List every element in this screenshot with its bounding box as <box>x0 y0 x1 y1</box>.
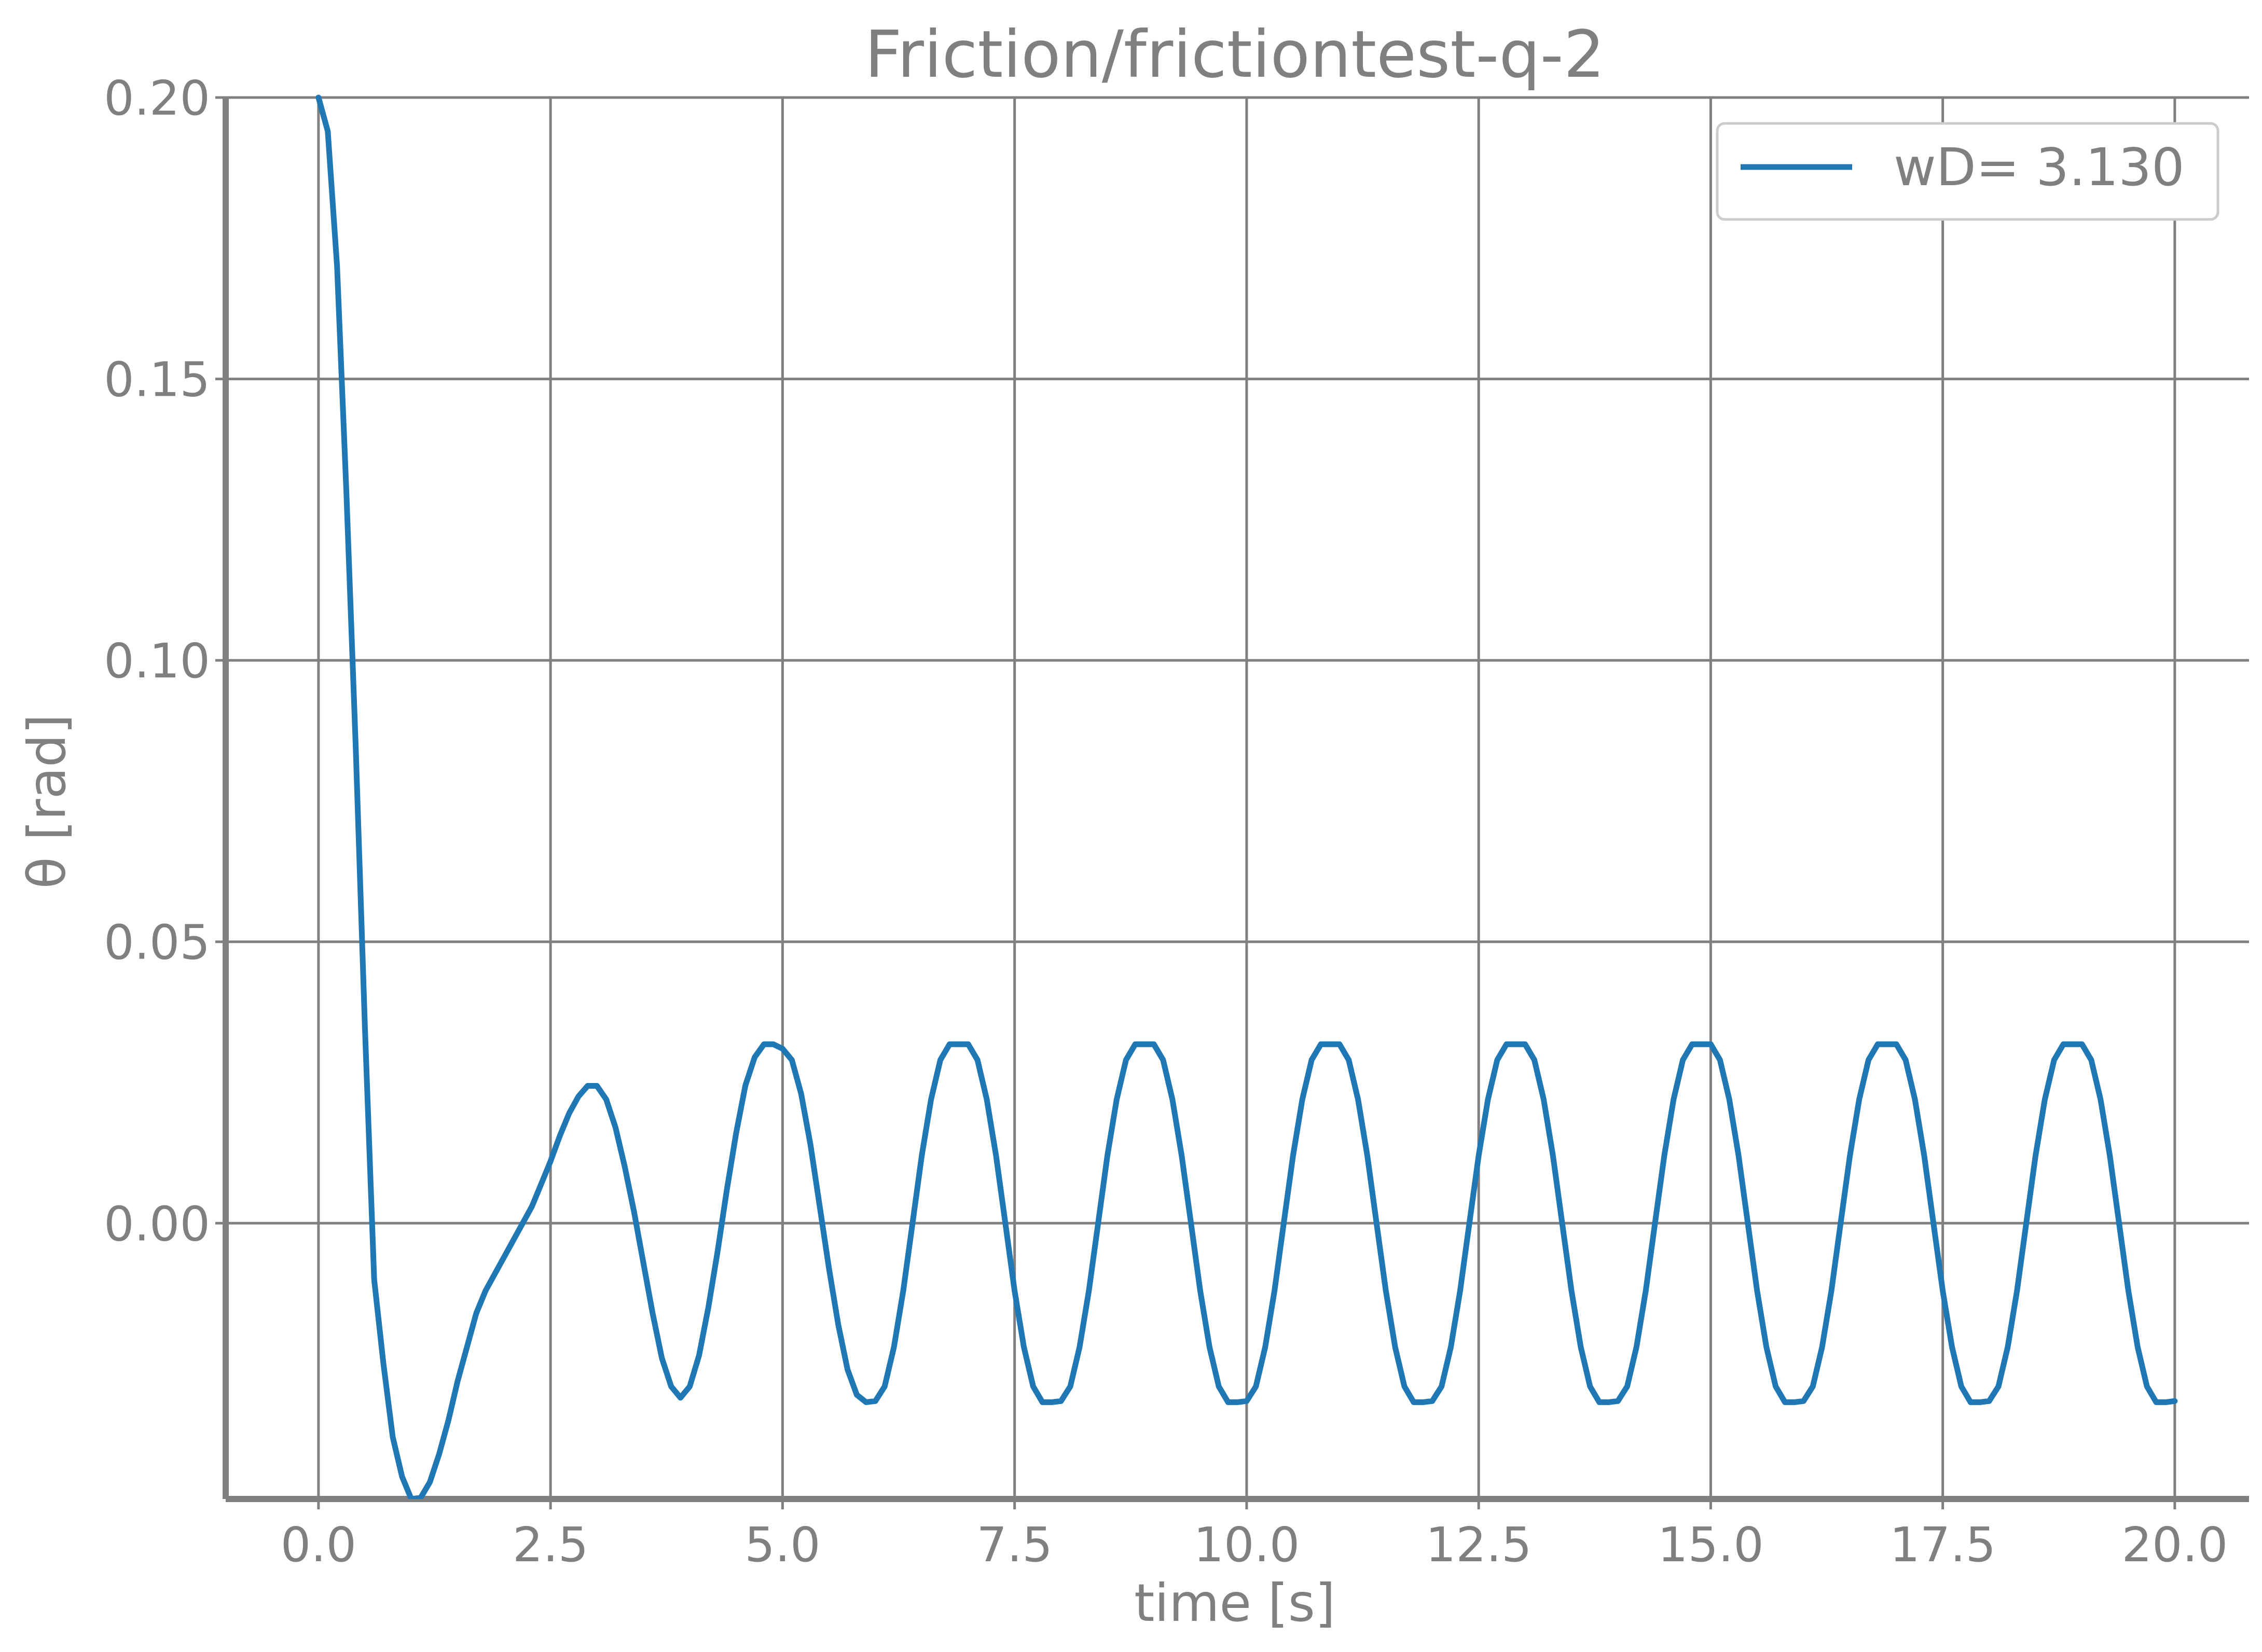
y-tick-label: 0.15 <box>104 352 210 408</box>
grid-lines <box>226 96 2249 1499</box>
y-tick-label: 0.00 <box>104 1196 210 1252</box>
chart-title: Friction/frictiontest-q-2 <box>865 17 1605 92</box>
legend-label: wD= 3.130 <box>1894 137 2185 198</box>
y-axis-title: θ [rad] <box>17 714 77 889</box>
series-line <box>315 94 2178 1499</box>
y-tick-label: 0.05 <box>104 915 210 970</box>
y-tick-label: 0.10 <box>104 633 210 689</box>
x-tick-label: 7.5 <box>976 1517 1052 1573</box>
series-group <box>315 94 2178 1499</box>
x-tick-label: 10.0 <box>1193 1517 1300 1573</box>
y-tick-label: 0.20 <box>104 71 210 126</box>
legend-box <box>1716 122 2219 221</box>
x-tick-label: 17.5 <box>1889 1517 1996 1573</box>
x-tick-label: 5.0 <box>744 1517 820 1573</box>
axes <box>215 96 2249 1509</box>
x-tick-label: 15.0 <box>1658 1517 1764 1573</box>
x-tick-label: 2.5 <box>513 1517 588 1573</box>
x-tick-label: 0.0 <box>281 1517 356 1573</box>
x-tick-label: 12.5 <box>1426 1517 1532 1573</box>
x-axis-title: time [s] <box>1134 1573 1335 1633</box>
legend: wD= 3.130 <box>1716 122 2219 221</box>
tick-labels: 0.0 2.5 5.0 7.5 10.0 12.5 15.0 17.5 20.0 0.00 0.05… <box>104 71 2228 1573</box>
x-tick-label: 20.0 <box>2121 1517 2228 1573</box>
